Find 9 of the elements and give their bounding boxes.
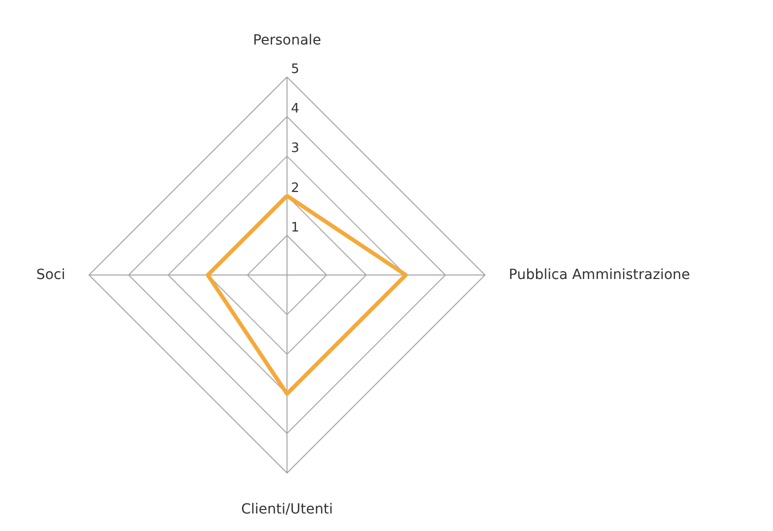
y-tick-label: 4 [291,102,300,117]
spoke-label: Clienti/Utenti [241,502,333,518]
y-tick-label: 3 [291,141,300,156]
y-tick-label: 5 [291,62,300,77]
spoke-label: Soci [36,267,66,283]
spoke-label: Personale [252,32,322,48]
y-tick-label: 2 [291,180,300,196]
spoke-label: Pubblica Amministrazione [508,267,690,283]
y-tick-label: 1 [291,220,300,236]
